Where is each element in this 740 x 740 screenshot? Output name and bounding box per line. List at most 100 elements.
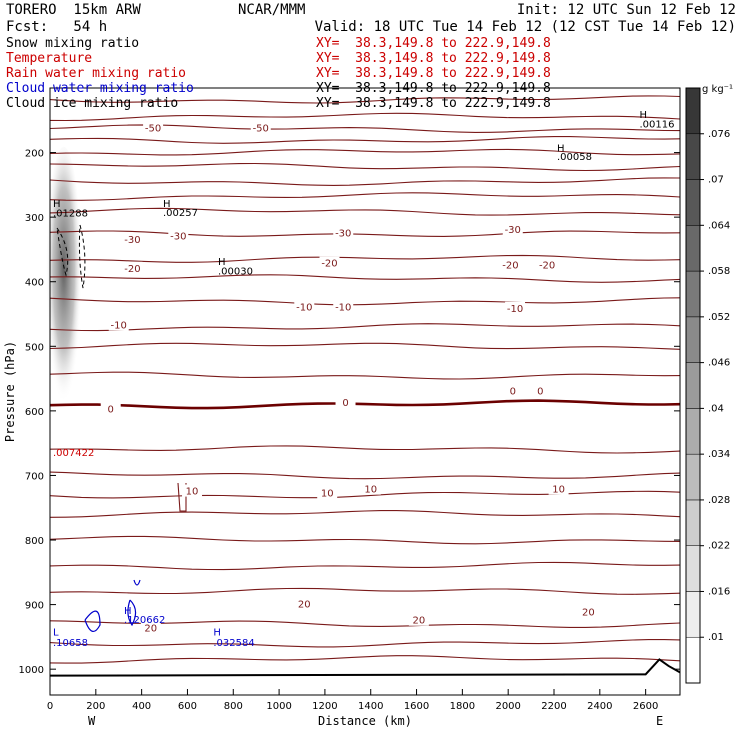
- temperature-contour-label: -30: [335, 228, 351, 239]
- colorbar-label: .022: [708, 541, 730, 552]
- field-xy-range: XY= 38.3,149.8 to 222.9,149.8: [316, 96, 551, 111]
- temperature-label-bg: [168, 229, 189, 242]
- isotherm-line: [49, 655, 681, 664]
- temperature-contour-label: 10: [186, 487, 199, 498]
- y-tick-label: 600: [25, 407, 44, 418]
- temperature-contour-label: -10: [335, 303, 351, 314]
- colorbar-label: .028: [708, 495, 730, 506]
- temperature-label-bg: [100, 402, 121, 415]
- field-name: Cloud ice mixing ratio: [6, 96, 179, 111]
- field-xy-range: XY= 38.3,149.8 to 222.9,149.8: [316, 36, 551, 51]
- temperature-contour-label: 10: [552, 485, 565, 496]
- temperature-label-bg: [333, 226, 354, 239]
- temperature-contour-label: -20: [124, 264, 140, 275]
- field-name: Rain water mixing ratio: [6, 66, 187, 81]
- colorbar-band: [685, 225, 701, 272]
- temperature-label-bg: [333, 300, 354, 313]
- isotherm-line: [49, 639, 681, 648]
- field-name: Temperature: [6, 51, 93, 66]
- isotherm-line: [49, 230, 681, 237]
- extremum-label: .120662: [124, 615, 165, 626]
- cloud-water-contour: [127, 599, 137, 627]
- colorbar-band: [685, 133, 701, 180]
- colorbar-frame: [685, 87, 701, 684]
- colorbar-label: .052: [708, 312, 730, 323]
- colorbar-label: .046: [708, 358, 730, 369]
- extremum-label: .01288: [53, 209, 88, 220]
- isotherm-line: [49, 490, 681, 499]
- temperature-label-bg: [294, 597, 315, 610]
- x-tick-label: 600: [178, 701, 197, 712]
- temperature-contour-label: 10: [321, 489, 334, 500]
- temperature-label-bg: [505, 301, 526, 314]
- temperature-contour-label: 20: [412, 616, 425, 627]
- colorbar-label: .04: [708, 403, 724, 414]
- y-tick-label: 900: [25, 601, 44, 612]
- isotherm-line: [49, 342, 681, 350]
- x-tick-label: 1400: [358, 701, 383, 712]
- x-tick-label: 2200: [541, 701, 566, 712]
- y-tick-label: 700: [25, 471, 44, 482]
- temperature-label-bg: [408, 613, 429, 626]
- ice-dashed-contour: [56, 227, 69, 277]
- extremum-label: H: [124, 606, 132, 617]
- y-tick-label: 300: [25, 213, 44, 224]
- isotherm-line: [49, 95, 681, 104]
- colorbar-band: [685, 362, 701, 409]
- temperature-label-bg: [335, 396, 356, 409]
- x-tick-label: 2000: [495, 701, 520, 712]
- isotherm-line: [49, 254, 681, 263]
- temperature-contour-label: 20: [144, 623, 157, 634]
- model-title: TORERO 15km ARW: [6, 2, 141, 18]
- valid-time: Valid: 18 UTC Tue 14 Feb 12 (12 CST Tue …: [314, 19, 736, 35]
- isotherm-line: [49, 136, 681, 144]
- extremum-label: L: [53, 628, 59, 639]
- temperature-label-bg: [182, 484, 203, 497]
- ice-dashed-contour: [78, 224, 86, 289]
- field-xy-range: XY= 38.3,149.8 to 222.9,149.8: [316, 51, 551, 66]
- isotherm-line: [49, 207, 681, 216]
- temperature-contour-label: -10: [507, 304, 523, 315]
- colorbar-band: [685, 316, 701, 363]
- colorbar-label: .058: [708, 266, 730, 277]
- y-tick-label: 1000: [19, 665, 44, 676]
- extremum-label: .00058: [557, 152, 592, 163]
- temperature-contour-label: 0: [108, 405, 114, 416]
- isotherm-line: [49, 561, 681, 571]
- extremum-label: .10658: [53, 638, 88, 649]
- colorbar-band: [685, 270, 701, 318]
- colorbar-label: .01: [708, 632, 724, 643]
- plot-frame: [49, 87, 681, 696]
- terrain-line: [49, 658, 681, 677]
- x-axis-label: Distance (km): [318, 714, 412, 728]
- isotherm-line: [49, 148, 681, 156]
- y-tick-label: 500: [25, 342, 44, 353]
- temperature-contour-label: 0: [342, 398, 348, 409]
- x-tick-label: 0: [47, 701, 53, 712]
- field-xy-range: XY= 38.3,149.8 to 222.9,149.8: [316, 66, 551, 81]
- cloud-water-contour: [133, 579, 141, 586]
- extremum-label: .00116: [639, 120, 674, 131]
- temperature-contour-label: -20: [321, 259, 337, 270]
- isotherm-line: [49, 399, 681, 410]
- temperature-contour-label: 0: [510, 387, 516, 398]
- colorbar-band: [685, 591, 701, 638]
- temperature-contour-label: 0: [537, 387, 543, 398]
- colorbar-label: .034: [708, 449, 730, 460]
- x-tick-label: 1200: [312, 701, 337, 712]
- field-name: Snow mixing ratio: [6, 36, 140, 51]
- isotherm-line: [49, 471, 681, 480]
- field-xy-range: XY= 38.3,149.8 to 222.9,149.8: [316, 81, 551, 96]
- temperature-label-bg: [143, 121, 164, 134]
- colorbar-label: .07: [708, 175, 724, 186]
- init-time: Init: 12 UTC Sun 12 Feb 12: [516, 2, 736, 18]
- temperature-label-bg: [108, 318, 129, 331]
- isotherm-bump: [177, 482, 187, 512]
- colorbar-band: [685, 545, 701, 592]
- colorbar-band: [685, 179, 701, 226]
- x-tick-label: 200: [86, 701, 105, 712]
- temperature-contour-label: 10: [364, 485, 377, 496]
- isotherm-line: [49, 192, 681, 201]
- temperature-contour-label: 20: [298, 600, 311, 611]
- extremum-label: .032584: [213, 638, 254, 649]
